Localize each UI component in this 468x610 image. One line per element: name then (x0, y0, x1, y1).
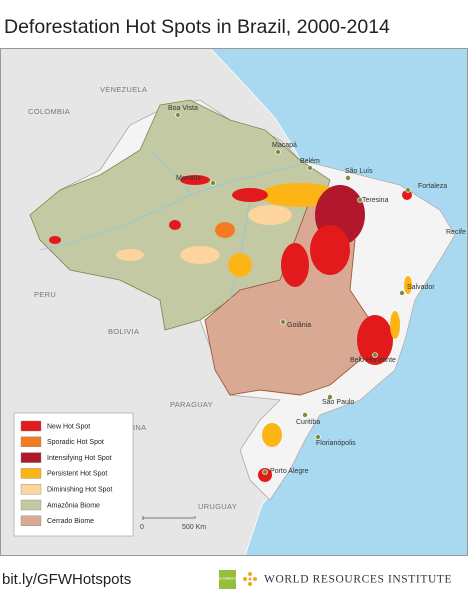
city-dots (175, 112, 411, 475)
city-label: Boa Vista (168, 105, 198, 112)
legend-swatch (20, 484, 42, 495)
legend-label: Amazônia Biome (47, 502, 100, 509)
legend-swatch (20, 515, 42, 526)
scale-bar: 0 500 Km (140, 516, 206, 531)
title: Deforestation Hot Spots in Brazil, 2000-… (4, 16, 390, 38)
legend-label: New Hot Spot (47, 423, 90, 430)
legend-swatch (20, 499, 42, 511)
legend-label: Diminishing Hot Spot (47, 487, 112, 494)
hot-spots (49, 175, 412, 482)
legend-label: Persistent Hot Spot (47, 471, 107, 478)
legend-swatch (20, 420, 42, 432)
country-label: COLOMBIA (28, 107, 70, 116)
city-label: Salvador (407, 284, 435, 291)
city-label: Teresina (362, 197, 389, 204)
city-label: Curitiba (296, 419, 320, 426)
legend-swatch (20, 452, 42, 463)
wri-logo (243, 572, 257, 586)
city-label: Belém (300, 158, 320, 165)
gfw-logo (219, 570, 236, 589)
footer-link: bit.ly/GFWHotspots (2, 571, 131, 588)
city-label: São Luís (345, 168, 373, 175)
legend-label: Intensifying Hot Spot (47, 455, 112, 462)
city-label: Porto Alegre (270, 468, 309, 475)
country-label: URUGUAY (198, 502, 237, 511)
gfw-logo-text: GLOBAL FOREST WATCH (211, 577, 243, 581)
map: VENEZUELA COLOMBIA PERU BOLIVIA PARAGUAY… (0, 47, 468, 557)
scale-label: 0 (140, 524, 144, 531)
city-label: Fortaleza (418, 183, 447, 190)
city-label: Manaus (176, 175, 201, 182)
country-label: BOLIVIA (108, 327, 139, 336)
city-label: Macapá (272, 142, 297, 149)
wri-name: WORLD RESOURCES INSTITUTE (264, 574, 452, 586)
legend-swatch (20, 436, 42, 447)
city-label: Goiânia (287, 322, 311, 329)
city-label: São Paulo (322, 399, 354, 406)
country-label: PARAGUAY (170, 400, 213, 409)
legend-label: Sporadic Hot Spot (47, 439, 104, 446)
city-label: Recife (446, 229, 466, 236)
city-label: Florianópolis (316, 440, 356, 447)
rivers (39, 149, 301, 301)
legend: New Hot Spot Sporadic Hot Spot Intensifyin… (13, 412, 134, 537)
legend-swatch (20, 468, 42, 479)
city-label: Belo Horizonte (350, 357, 396, 364)
country-label: VENEZUELA (100, 85, 147, 94)
footer: bit.ly/GFWHotspots GLOBAL FOREST WATCH W… (2, 570, 452, 589)
scale-label: 500 Km (182, 524, 206, 531)
legend-label: Cerrado Biome (47, 518, 94, 525)
country-label: PERU (34, 290, 56, 299)
